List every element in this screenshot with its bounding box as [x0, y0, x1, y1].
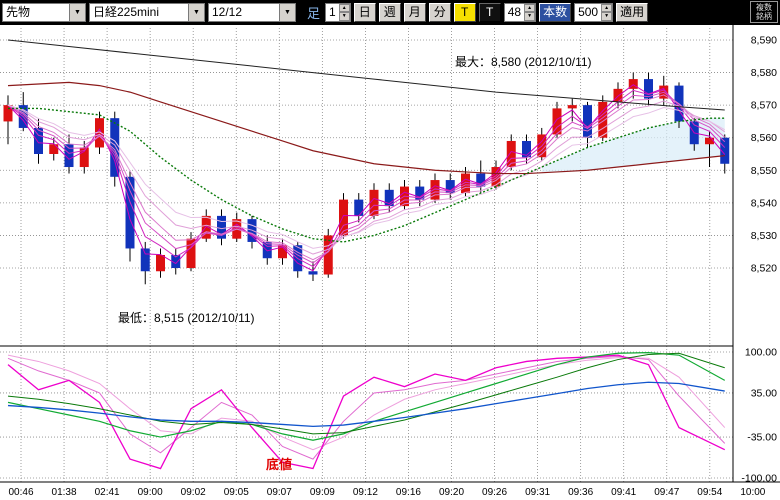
chevron-down-icon[interactable]: ▼ [279, 3, 295, 21]
svg-text:02:41: 02:41 [95, 487, 120, 498]
svg-text:09:00: 09:00 [138, 487, 163, 498]
svg-text:8,530: 8,530 [751, 230, 777, 242]
chevron-down-icon[interactable]: ▼ [69, 3, 85, 21]
svg-text:8,560: 8,560 [751, 132, 777, 144]
svg-text:09:54: 09:54 [697, 487, 722, 498]
bar-type-label: 足 [307, 5, 321, 21]
period-button-month[interactable]: 月 [403, 2, 426, 22]
spin-down-icon[interactable]: ▼ [524, 12, 536, 21]
svg-text:00:46: 00:46 [8, 487, 33, 498]
period-button-day[interactable]: 日 [353, 2, 376, 22]
bars-value: 48 [507, 4, 522, 19]
multi-symbol-button[interactable]: 複数銘柄 [750, 1, 778, 23]
spin-up-icon[interactable]: ▲ [338, 3, 350, 12]
kumo-cloud [541, 118, 725, 173]
svg-text:09:36: 09:36 [568, 487, 593, 498]
svg-text:8,570: 8,570 [751, 100, 777, 112]
svg-text:8,520: 8,520 [751, 262, 777, 274]
svg-text:09:16: 09:16 [396, 487, 421, 498]
svg-text:-35.00: -35.00 [747, 432, 777, 444]
t-tool-button[interactable]: T [478, 2, 501, 22]
period-button-minute[interactable]: 分 [428, 2, 451, 22]
spin-down-icon[interactable]: ▼ [601, 12, 613, 21]
spin-up-icon[interactable]: ▲ [524, 3, 536, 12]
svg-text:10:00: 10:00 [740, 487, 765, 498]
interval-value: 1 [329, 4, 336, 19]
contract-month-value: 12/12 [212, 4, 243, 19]
spinner-arrows: ▲ ▼ [524, 3, 536, 21]
svg-text:35.00: 35.00 [751, 387, 777, 399]
history-value: 500 [578, 4, 599, 19]
svg-text:09:02: 09:02 [181, 487, 206, 498]
toolbar: 先物 ▼ 日経225mini ▼ 12/12 ▼ 足 1 ▲ ▼ 日 週 月 分… [0, 0, 780, 24]
panel-borders [0, 24, 780, 483]
svg-text:09:05: 09:05 [224, 487, 249, 498]
chevron-down-icon[interactable]: ▼ [188, 3, 204, 21]
symbol-combo[interactable]: 日経225mini ▼ [89, 2, 205, 22]
osc-blue [7, 381, 725, 427]
svg-text:01:38: 01:38 [52, 487, 77, 498]
ma-mid-maroon [7, 81, 725, 175]
svg-text:8,550: 8,550 [751, 165, 777, 177]
stoch-slow-pink [7, 354, 726, 451]
spin-up-icon[interactable]: ▲ [601, 3, 613, 12]
svg-text:09:41: 09:41 [611, 487, 636, 498]
axis-labels: 8,590 8,580 8,570 8,560 8,550 8,540 8,530 8,520… [8, 35, 777, 499]
period-button-week[interactable]: 週 [378, 2, 401, 22]
instrument-type-combo[interactable]: 先物 ▼ [2, 2, 86, 22]
bars-count-button[interactable]: 本数 [539, 2, 572, 22]
bars-spinner[interactable]: 48 ▲ ▼ [503, 2, 537, 22]
price-chart[interactable]: 8,590 8,580 8,570 8,560 8,550 8,540 8,530 8,520… [0, 24, 780, 500]
bottom-price-annotation: 底値 [266, 457, 292, 472]
oscillator-series [7, 352, 726, 470]
svg-text:09:31: 09:31 [525, 487, 550, 498]
svg-text:09:07: 09:07 [267, 487, 292, 498]
svg-text:8,590: 8,590 [751, 35, 777, 47]
symbol-value: 日経225mini [93, 4, 160, 19]
contract-month-combo[interactable]: 12/12 ▼ [208, 2, 296, 22]
svg-text:09:26: 09:26 [482, 487, 507, 498]
history-spinner[interactable]: 500 ▲ ▼ [574, 2, 614, 22]
max-annotation: 最大：8,580 (2012/10/11) [455, 55, 592, 69]
ma-green-dotted [8, 107, 725, 243]
instrument-type-value: 先物 [6, 4, 31, 19]
ema-ribbon [7, 84, 726, 272]
svg-text:8,580: 8,580 [751, 67, 777, 79]
ma-long-black [7, 39, 725, 111]
svg-text:09:47: 09:47 [654, 487, 679, 498]
min-annotation: 最低：8,515 (2012/10/11) [118, 311, 255, 325]
osc-green-slow [7, 352, 725, 435]
spinner-arrows: ▲ ▼ [338, 3, 350, 21]
spin-down-icon[interactable]: ▼ [338, 12, 350, 21]
svg-text:09:09: 09:09 [310, 487, 335, 498]
svg-text:09:12: 09:12 [353, 487, 378, 498]
grid-lines [0, 28, 733, 482]
spinner-arrows: ▲ ▼ [601, 3, 613, 21]
interval-spinner[interactable]: 1 ▲ ▼ [325, 2, 351, 22]
osc-green-fast [7, 352, 726, 441]
t-tool-button-active[interactable]: T [453, 2, 476, 22]
stoch-mid-magenta [7, 355, 726, 460]
svg-text:09:20: 09:20 [439, 487, 464, 498]
svg-text:-100.00: -100.00 [741, 473, 777, 485]
apply-button[interactable]: 適用 [616, 2, 649, 22]
svg-text:8,540: 8,540 [751, 197, 777, 209]
svg-text:100.00: 100.00 [745, 347, 777, 359]
